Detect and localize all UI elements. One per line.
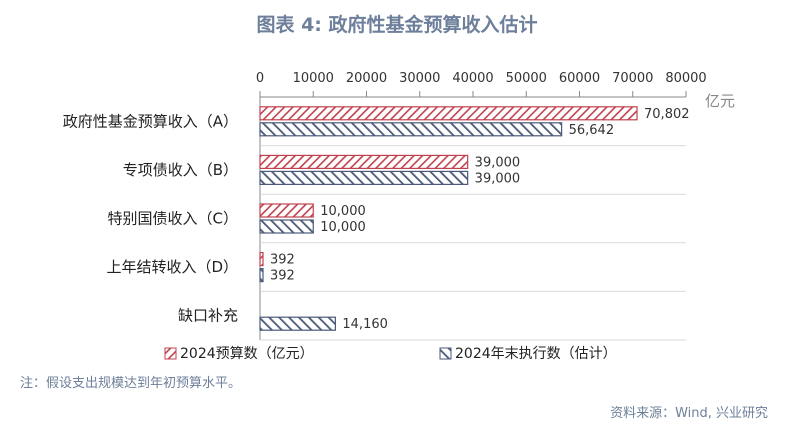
x-tick-label: 50000 (506, 71, 547, 86)
category-label: 缺口补充 (178, 307, 238, 325)
data-label: 70,802 (644, 107, 690, 122)
data-label: 10,000 (320, 204, 366, 219)
x-tick-label: 40000 (452, 71, 493, 86)
footnote: 注：假设支出规模达到年初预算水平。 (20, 376, 242, 391)
data-label: 39,000 (475, 171, 521, 186)
legend-label: 2024预算数（亿元） (180, 346, 314, 362)
x-tick-label: 20000 (346, 71, 387, 86)
data-label: 392 (270, 253, 295, 268)
unit-label: 亿元 (705, 92, 735, 110)
category-label: 政府性基金预算收入（A） (63, 112, 238, 130)
chart-title: 图表 4: 政府性基金预算收入估计 (256, 14, 538, 36)
x-tick-label: 70000 (612, 71, 653, 86)
bar-estimate (259, 170, 469, 185)
x-tick-label: 80000 (665, 71, 706, 86)
data-label: 14,160 (342, 317, 388, 332)
source-note: 资料来源：Wind, 兴业研究 (610, 406, 768, 421)
bar-estimate (259, 219, 314, 234)
data-label: 10,000 (320, 220, 366, 235)
bar-estimate (259, 316, 337, 331)
legend-swatch (164, 347, 177, 360)
bar-budget (259, 252, 264, 267)
bar-budget (259, 203, 314, 218)
bar-estimate (259, 122, 563, 137)
bar-budget (259, 106, 638, 121)
category-label: 专项债收入（B） (123, 161, 238, 179)
x-tick-label: 60000 (559, 71, 600, 86)
bar-estimate (259, 268, 264, 283)
category-label: 上年结转收入（D） (106, 258, 238, 276)
x-tick-label: 30000 (399, 71, 440, 86)
legend-swatch (439, 347, 452, 360)
data-label: 56,642 (569, 123, 615, 138)
x-tick-label: 10000 (293, 71, 334, 86)
data-label: 39,000 (475, 155, 521, 170)
bar-budget (259, 154, 469, 169)
legend-label: 2024年末执行数（估计） (455, 346, 617, 362)
data-label: 392 (270, 269, 295, 284)
x-tick-label: 0 (256, 71, 264, 86)
category-label: 特别国债收入（C） (108, 210, 238, 228)
